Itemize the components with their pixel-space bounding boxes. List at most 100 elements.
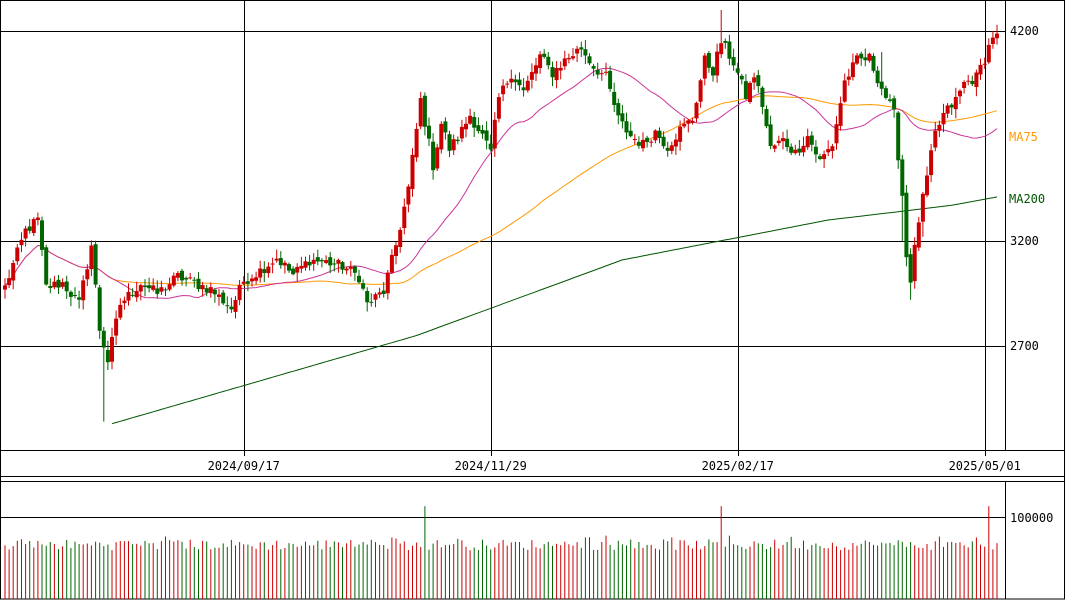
price-tick-label: 2700 xyxy=(1010,339,1039,353)
candle-body xyxy=(97,287,102,331)
candle-body xyxy=(793,149,798,154)
candle xyxy=(986,38,991,64)
candle-body xyxy=(274,258,279,261)
candle-body xyxy=(916,222,921,248)
candle xyxy=(365,287,370,312)
candle-body xyxy=(818,156,822,159)
candle xyxy=(11,260,16,290)
candle-body xyxy=(529,72,534,80)
candle-body xyxy=(357,275,361,283)
candle-body xyxy=(266,266,271,274)
candle-body xyxy=(73,295,77,296)
candle-body xyxy=(513,79,518,83)
ma-short-line xyxy=(4,67,998,299)
candle xyxy=(583,40,588,64)
candle xyxy=(64,275,69,299)
candle-body xyxy=(694,102,699,119)
candle-body xyxy=(620,113,625,122)
candle-body xyxy=(986,44,991,63)
candle xyxy=(44,244,49,286)
candle-body xyxy=(93,244,98,285)
candle xyxy=(266,262,271,278)
candle-body xyxy=(241,281,246,284)
candle-body xyxy=(797,148,802,153)
candle xyxy=(340,261,345,274)
candle-body xyxy=(270,263,275,265)
candle xyxy=(217,289,221,306)
candle xyxy=(995,24,999,45)
candle xyxy=(291,266,296,276)
candle-body xyxy=(237,284,242,301)
candle-body xyxy=(990,37,995,44)
candle xyxy=(394,241,398,265)
candle xyxy=(31,217,36,237)
axis-labels: 2700 3200 4200 2024/09/17 2024/11/29 2025/02/… xyxy=(208,24,1054,525)
candle xyxy=(60,278,65,289)
candle xyxy=(97,285,102,339)
candle xyxy=(542,49,547,59)
candle xyxy=(966,74,971,86)
candle-body xyxy=(130,294,135,296)
candle xyxy=(274,249,279,263)
candle-body xyxy=(867,53,872,61)
candle xyxy=(361,279,366,291)
candle-body xyxy=(834,124,839,144)
candle-body xyxy=(192,279,197,281)
candle-body xyxy=(509,78,514,83)
candle-body xyxy=(764,109,769,127)
candle xyxy=(595,62,600,79)
candle xyxy=(546,52,551,70)
candle-body xyxy=(501,85,506,95)
candle xyxy=(694,101,699,123)
candle xyxy=(336,258,341,273)
candle xyxy=(591,63,596,77)
candle xyxy=(599,69,604,81)
candle xyxy=(299,256,304,273)
price-tick-label: 3200 xyxy=(1010,234,1039,248)
candle-body xyxy=(258,268,263,278)
candle-body xyxy=(110,337,114,362)
candle-body xyxy=(291,268,296,275)
candle xyxy=(566,53,571,64)
candle xyxy=(628,122,633,138)
candle xyxy=(649,139,654,148)
candle xyxy=(332,258,337,272)
candle-body xyxy=(888,99,892,101)
candle-body xyxy=(632,139,637,140)
candle-body xyxy=(735,68,740,73)
candle xyxy=(250,274,254,287)
candle-body xyxy=(912,244,917,282)
candle xyxy=(673,133,678,155)
candle xyxy=(636,136,641,149)
candle-body xyxy=(636,141,641,146)
candle xyxy=(324,255,329,265)
candle xyxy=(958,89,962,105)
candle-body xyxy=(134,291,139,298)
candle-body xyxy=(727,41,732,59)
candle-body xyxy=(711,67,715,76)
candle xyxy=(723,38,728,49)
candle xyxy=(711,66,715,82)
candle-body xyxy=(167,284,172,290)
candle-body xyxy=(459,126,464,139)
candle xyxy=(126,283,131,306)
candle xyxy=(410,148,415,197)
candle xyxy=(422,92,427,136)
candle-body xyxy=(188,277,193,279)
candle xyxy=(229,297,234,313)
price-tick-label: 4200 xyxy=(1010,24,1039,38)
candle xyxy=(760,86,765,115)
candle xyxy=(464,117,468,138)
candle xyxy=(908,248,913,300)
candle xyxy=(822,150,827,169)
candle xyxy=(562,50,567,70)
candle-body xyxy=(348,266,353,269)
candle xyxy=(27,219,32,234)
date-tick-label: 2025/05/01 xyxy=(949,459,1021,473)
candle xyxy=(15,244,20,265)
candle-body xyxy=(657,130,662,138)
candle-body xyxy=(398,229,403,247)
candle-body xyxy=(686,120,691,124)
candle-body xyxy=(875,70,880,84)
